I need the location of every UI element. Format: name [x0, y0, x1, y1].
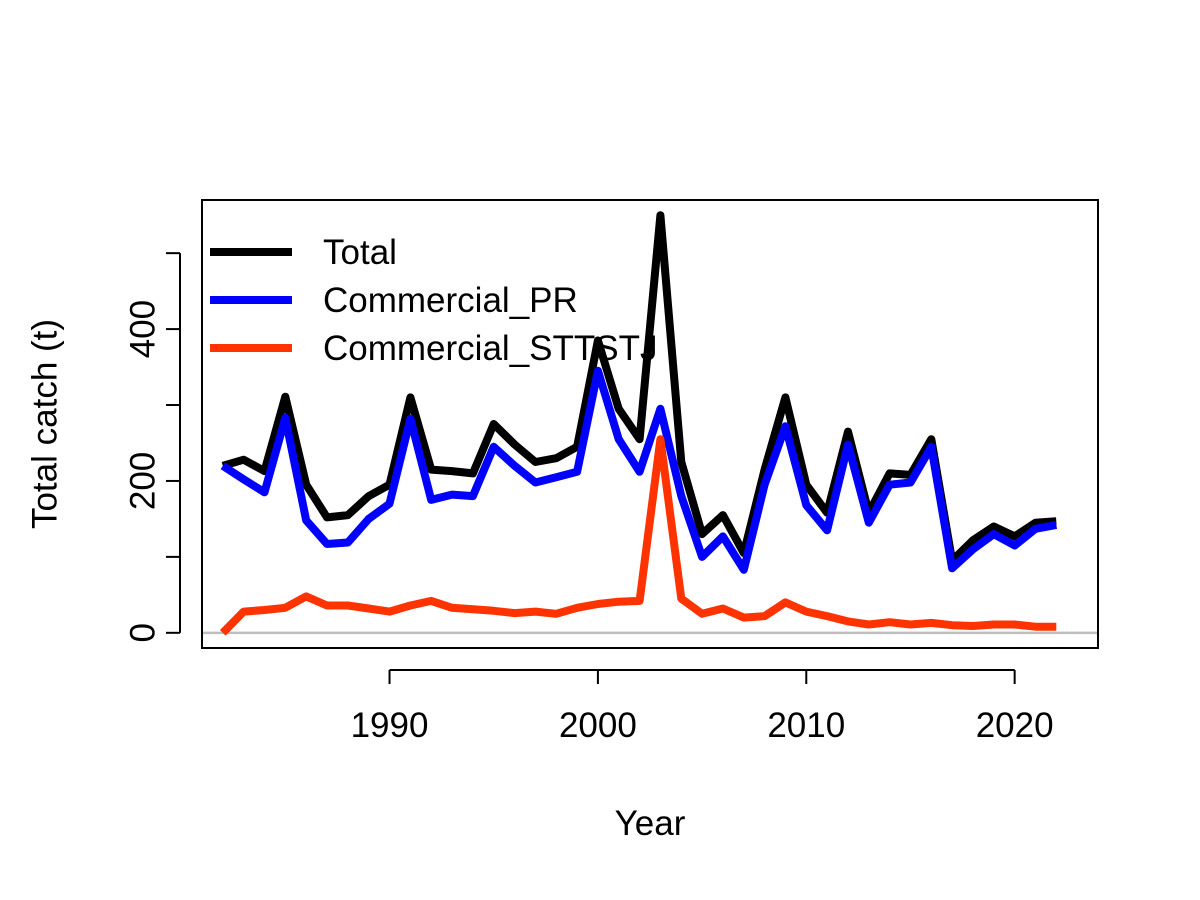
x-axis: 1990 2000 2010 2020: [351, 669, 1054, 745]
y-tick-label: 200: [124, 452, 163, 510]
legend-label: Commercial_STTSTJ: [323, 329, 657, 368]
x-tick-label: 2000: [559, 706, 637, 745]
x-tick-label: 1990: [351, 706, 429, 745]
y-axis: 0 200 400: [124, 252, 181, 643]
x-tick-label: 2010: [767, 706, 845, 745]
legend-label: Commercial_PR: [323, 281, 578, 320]
y-axis-title: Total catch (t): [26, 319, 65, 529]
y-tick-label: 400: [124, 300, 163, 358]
legend-label: Total: [323, 233, 397, 272]
series-layer: [219, 211, 1058, 636]
series-line-commercial-pr: [220, 366, 1058, 574]
x-axis-title: Year: [615, 804, 686, 843]
legend: Total Commercial_PR Commercial_STTSTJ: [210, 233, 657, 368]
plot-frame: [201, 199, 1099, 649]
x-tick-label: 2020: [976, 706, 1054, 745]
y-tick-label: 0: [124, 623, 163, 642]
series-line-commercial-sttstj: [219, 435, 1057, 636]
